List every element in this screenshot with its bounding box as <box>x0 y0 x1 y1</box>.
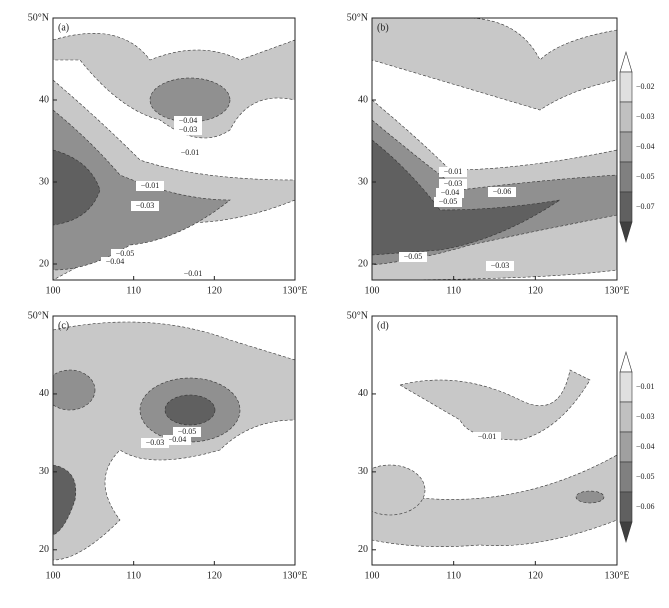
colorbar-label: −0.04 <box>636 142 655 151</box>
contour-label-box <box>163 435 191 445</box>
x-tick-label: 130°E <box>604 570 629 581</box>
contour-label: −0.01 <box>444 167 463 176</box>
contour-label: −0.05 <box>439 197 458 206</box>
x-tick-label: 100 <box>46 570 61 581</box>
contour-label: −0.04 <box>179 116 198 125</box>
contour-label: −0.03 <box>146 438 165 447</box>
y-tick-label: 30 <box>39 176 49 187</box>
colorbar-label: −0.02 <box>636 82 655 91</box>
y-tick-label: 40 <box>358 94 368 105</box>
contour-label-box <box>174 116 202 126</box>
y-tick-label: 30 <box>358 466 368 477</box>
contour-label-box <box>174 125 202 135</box>
y-tick-label: 40 <box>358 388 368 399</box>
shading-b <box>372 18 617 280</box>
y-tick-label: 50°N <box>347 12 368 23</box>
contour-label-box <box>473 432 501 442</box>
contour-label: −0.03 <box>491 261 510 270</box>
x-tick-label: 130°E <box>282 285 307 296</box>
colorbar-label: −0.04 <box>636 442 655 451</box>
contour-label: −0.05 <box>116 249 135 258</box>
shading-a <box>53 33 295 280</box>
contour-label: −0.04 <box>106 257 125 266</box>
contour-label-box <box>436 188 464 198</box>
x-tick-label: 120 <box>528 570 543 581</box>
contour-label: −0.03 <box>444 179 463 188</box>
panel-label: (c) <box>58 320 69 331</box>
x-tick-label: 110 <box>126 285 141 296</box>
colorbar-label: −0.05 <box>636 172 655 181</box>
map-frame <box>52 17 296 281</box>
contour-label-box <box>486 261 514 271</box>
contour-label-box <box>141 438 169 448</box>
x-tick-label: 110 <box>446 570 461 581</box>
contour-label-box <box>488 187 516 197</box>
y-tick-label: 20 <box>358 544 368 555</box>
map-frame <box>371 17 618 281</box>
colorbar-label: −0.03 <box>636 112 655 121</box>
contour-label: −0.01 <box>181 148 200 157</box>
contour-label-box <box>101 257 129 267</box>
contour-label-box <box>179 269 207 279</box>
y-tick-label: 30 <box>39 466 49 477</box>
contour-label: −0.03 <box>179 125 198 134</box>
y-tick-label: 40 <box>39 388 49 399</box>
contour-label: −0.03 <box>136 201 155 210</box>
x-tick-label: 120 <box>207 285 222 296</box>
x-tick-label: 120 <box>207 570 222 581</box>
shading-d <box>372 369 617 547</box>
contour-label: −0.05 <box>178 427 197 436</box>
colorbar-b <box>619 50 633 244</box>
y-tick-label: 50°N <box>347 310 368 321</box>
contour-label: −0.01 <box>478 432 497 441</box>
contour-label-box <box>136 181 164 191</box>
x-tick-label: 100 <box>365 570 380 581</box>
panel-label: (b) <box>377 22 389 33</box>
x-tick-label: 130°E <box>604 285 629 296</box>
map-frame <box>52 315 296 566</box>
colorbar-label: −0.03 <box>636 412 655 421</box>
y-tick-label: 40 <box>39 94 49 105</box>
contour-label-box <box>176 148 204 158</box>
colorbar-d <box>619 350 633 544</box>
x-tick-label: 120 <box>528 285 543 296</box>
y-tick-label: 20 <box>358 258 368 269</box>
x-tick-label: 100 <box>365 285 380 296</box>
x-tick-label: 130°E <box>282 570 307 581</box>
x-tick-label: 110 <box>446 285 461 296</box>
y-tick-label: 20 <box>39 544 49 555</box>
y-tick-label: 50°N <box>28 310 49 321</box>
panel-label: (d) <box>377 320 389 331</box>
contour-label: −0.05 <box>404 252 423 261</box>
contour-label-box <box>434 197 462 207</box>
contour-label-box <box>131 201 159 211</box>
colorbar-label: −0.06 <box>636 502 655 511</box>
y-tick-label: 20 <box>39 258 49 269</box>
x-tick-label: 100 <box>46 285 61 296</box>
panel-label: (a) <box>58 22 69 33</box>
contour-label: −0.04 <box>168 435 187 444</box>
contour-label-box <box>439 179 467 189</box>
y-tick-label: 50°N <box>28 12 49 23</box>
contour-label: −0.04 <box>441 188 460 197</box>
map-frame <box>371 315 618 566</box>
x-tick-label: 110 <box>126 570 141 581</box>
contour-label-box <box>439 167 467 177</box>
y-tick-label: 30 <box>358 176 368 187</box>
contour-label: −0.01 <box>141 181 160 190</box>
contour-label-box <box>399 252 427 262</box>
contour-label: −0.01 <box>184 269 203 278</box>
colorbar-label: −0.05 <box>636 472 655 481</box>
contour-label-box <box>173 427 201 437</box>
contour-label: −0.06 <box>493 187 512 196</box>
colorbar-label: −0.01 <box>636 382 655 391</box>
colorbar-label: −0.07 <box>636 202 655 211</box>
contour-label-box <box>111 249 139 259</box>
